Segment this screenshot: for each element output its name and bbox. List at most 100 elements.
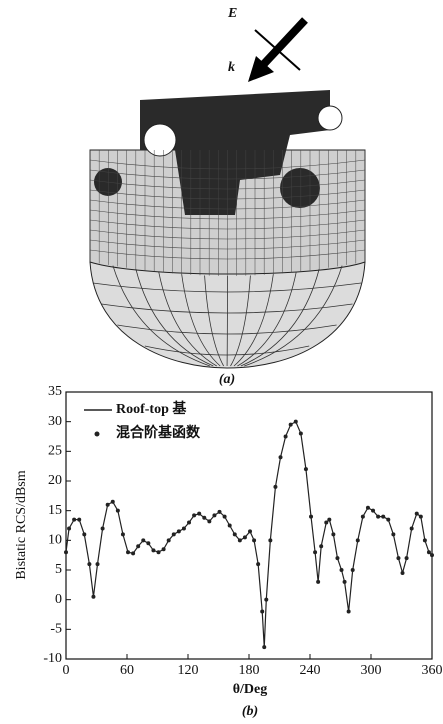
series-dot <box>192 513 196 517</box>
series-dot <box>202 516 206 520</box>
series-dot <box>187 521 191 525</box>
series-dot <box>396 556 400 560</box>
y-tick-label: -10 <box>43 651 62 666</box>
series-dot <box>327 518 331 522</box>
series-dot <box>233 532 237 536</box>
series-dot <box>260 610 264 614</box>
series-dot <box>141 538 145 542</box>
series-dot <box>212 513 216 517</box>
series-dot <box>376 515 380 519</box>
y-tick-label: 5 <box>55 562 62 577</box>
series-dot <box>64 550 68 554</box>
x-tick-label: 180 <box>239 663 260 678</box>
series-dot <box>111 500 115 504</box>
series-dot <box>262 645 266 649</box>
series-dot <box>77 518 81 522</box>
series-dot <box>351 568 355 572</box>
x-tick-label: 60 <box>120 663 134 678</box>
series-dot <box>72 518 76 522</box>
series-dot <box>361 515 365 519</box>
legend-label: Roof-top 基 <box>116 400 187 417</box>
e-label: E <box>227 6 237 21</box>
series-dot <box>309 515 313 519</box>
series-dot <box>172 532 176 536</box>
panel-a: E k (a) <box>90 6 365 387</box>
series-dot <box>131 551 135 555</box>
mesh-hole <box>318 106 342 130</box>
series-dot <box>273 485 277 489</box>
series-dot <box>427 550 431 554</box>
y-tick-label: 25 <box>48 444 62 459</box>
series-dot <box>116 509 120 513</box>
series-dot <box>299 432 303 436</box>
panel-caption: (a) <box>219 372 235 387</box>
y-tick-label: 35 <box>48 384 62 399</box>
series-dot <box>264 598 268 602</box>
series-dot <box>289 423 293 427</box>
series-dot <box>207 519 211 523</box>
x-axis-label: θ/Deg <box>233 682 268 697</box>
series-dot <box>356 538 360 542</box>
series-dot <box>256 562 260 566</box>
series-dot <box>284 435 288 439</box>
series-dot <box>197 512 201 516</box>
series-dot <box>238 538 242 542</box>
series-dot <box>366 506 370 510</box>
series-dot <box>82 532 86 536</box>
series-dot <box>182 526 186 530</box>
x-tick-label: 0 <box>63 663 70 678</box>
series-dot <box>371 509 375 513</box>
series-dot <box>167 538 171 542</box>
series-dot <box>405 556 409 560</box>
series-dot <box>106 503 110 507</box>
series-dot <box>101 526 105 530</box>
series-dot <box>87 562 91 566</box>
series-dot <box>218 510 222 514</box>
series-dot <box>248 529 252 533</box>
panel-caption: (b) <box>242 704 258 719</box>
series-dot <box>126 550 130 554</box>
series-dot <box>151 548 155 552</box>
series-dot <box>410 526 414 530</box>
series-dot <box>313 550 317 554</box>
series-dot <box>335 556 339 560</box>
x-tick-label: 360 <box>422 663 443 678</box>
series-dot <box>157 550 161 554</box>
y-tick-label: 30 <box>48 414 62 429</box>
y-tick-label: 0 <box>55 592 62 607</box>
series-dot <box>279 455 283 459</box>
legend-marker <box>95 432 100 437</box>
series-dot <box>381 515 385 519</box>
series-dot <box>386 518 390 522</box>
series-dot <box>423 538 427 542</box>
series-dot <box>91 595 95 599</box>
panel-b: Bistatic RCS/dBsm θ/Deg (b) -10-50510152… <box>14 384 442 719</box>
y-tick-label: 20 <box>48 473 62 488</box>
y-axis-label: Bistatic RCS/dBsm <box>14 470 29 579</box>
series-dot <box>162 547 166 551</box>
series-dot <box>340 568 344 572</box>
series-dot <box>391 532 395 536</box>
series-dot <box>121 532 125 536</box>
y-tick-label: -5 <box>50 622 62 637</box>
y-tick-label: 10 <box>48 533 62 548</box>
series-dot <box>223 515 227 519</box>
series-dot <box>136 544 140 548</box>
series-dot <box>96 562 100 566</box>
series-dot <box>419 515 423 519</box>
series-dot <box>401 571 405 575</box>
k-label: k <box>228 60 235 75</box>
series-dot <box>316 580 320 584</box>
series-dot <box>331 532 335 536</box>
x-tick-label: 240 <box>300 663 321 678</box>
series-dot <box>304 467 308 471</box>
series-dot <box>319 544 323 548</box>
series-dot <box>177 529 181 533</box>
series-dot <box>415 512 419 516</box>
series-dot <box>347 610 351 614</box>
series-dot <box>67 526 71 530</box>
series-dot <box>146 541 150 545</box>
series-dot <box>324 521 328 525</box>
x-tick-label: 300 <box>361 663 382 678</box>
mesh-hole <box>144 124 176 156</box>
